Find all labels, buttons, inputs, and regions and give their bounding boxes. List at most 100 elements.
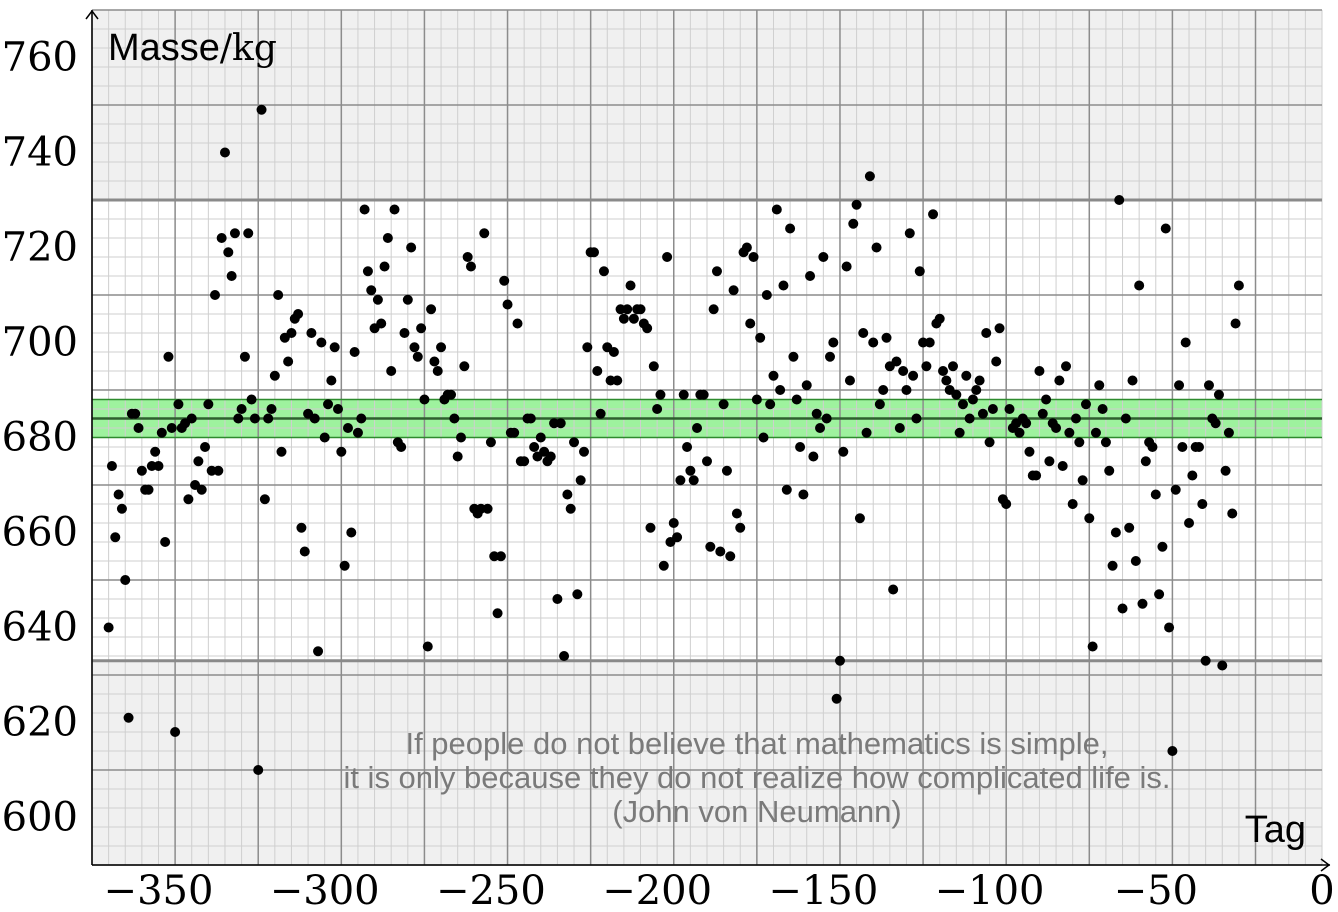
- data-point: [545, 451, 556, 462]
- data-point: [1001, 499, 1012, 509]
- data-point: [103, 622, 114, 633]
- data-point: [1054, 375, 1065, 386]
- data-point: [349, 347, 360, 357]
- data-point: [705, 541, 716, 552]
- data-point: [778, 280, 789, 291]
- data-point: [668, 518, 679, 528]
- data-point: [559, 651, 570, 661]
- data-point: [1097, 404, 1108, 414]
- x-tick-label: −350: [104, 868, 214, 912]
- data-point: [692, 423, 703, 433]
- data-points: [103, 104, 1244, 775]
- data-point: [389, 204, 400, 215]
- data-point: [678, 389, 689, 400]
- data-point: [1137, 598, 1148, 609]
- y-axis-label: Masse: [108, 27, 220, 69]
- data-point: [811, 408, 822, 419]
- y-tick-label: 740: [2, 130, 78, 176]
- data-point: [642, 323, 653, 334]
- data-point: [834, 655, 845, 666]
- data-point: [682, 442, 693, 452]
- data-point: [967, 394, 978, 405]
- data-point: [133, 423, 144, 433]
- data-point: [116, 503, 127, 514]
- data-point: [1180, 337, 1191, 348]
- data-point: [718, 399, 729, 410]
- data-point: [821, 413, 832, 424]
- data-point: [951, 389, 962, 400]
- data-point: [645, 522, 656, 533]
- data-point: [1170, 484, 1181, 495]
- data-point: [851, 199, 862, 210]
- data-point: [801, 380, 812, 391]
- data-point: [479, 228, 490, 239]
- data-point: [166, 423, 177, 433]
- data-point: [954, 427, 965, 438]
- data-point: [565, 503, 576, 514]
- quote-line-1: If people do not believe that mathematic…: [405, 726, 1108, 761]
- data-point: [239, 351, 250, 362]
- data-point: [186, 413, 197, 424]
- data-point: [984, 437, 995, 448]
- data-point: [731, 508, 742, 519]
- data-point: [582, 342, 593, 353]
- data-point: [914, 266, 925, 277]
- data-point: [1071, 413, 1081, 424]
- data-point: [519, 456, 530, 467]
- data-point: [844, 375, 855, 386]
- data-point: [1160, 223, 1171, 234]
- data-point: [957, 399, 968, 410]
- data-point: [193, 456, 204, 467]
- data-point: [741, 242, 752, 253]
- data-point: [888, 584, 899, 595]
- data-point: [236, 404, 247, 414]
- data-point: [1187, 470, 1198, 481]
- data-point: [1094, 380, 1105, 391]
- data-point: [791, 394, 802, 405]
- data-point: [529, 442, 540, 452]
- data-point: [1227, 508, 1238, 519]
- data-point: [502, 299, 513, 310]
- data-point: [229, 228, 240, 239]
- data-point: [143, 484, 154, 495]
- data-point: [1230, 318, 1241, 329]
- data-point: [313, 646, 324, 657]
- data-point: [725, 551, 736, 562]
- data-point: [795, 442, 806, 452]
- data-point: [655, 389, 666, 400]
- data-point: [745, 318, 756, 329]
- data-point: [293, 309, 304, 319]
- data-point: [948, 361, 958, 372]
- data-point: [765, 399, 776, 410]
- data-point: [1120, 413, 1131, 424]
- data-point: [342, 423, 353, 433]
- data-point: [1067, 499, 1078, 509]
- data-point: [485, 437, 496, 448]
- data-point: [462, 252, 473, 262]
- y-tick-label: 720: [2, 225, 78, 271]
- data-point: [170, 727, 181, 737]
- data-point: [715, 546, 726, 557]
- data-point: [1021, 418, 1032, 429]
- x-tick-label: 0: [1309, 868, 1334, 912]
- data-point: [1031, 470, 1042, 481]
- data-point: [1004, 404, 1015, 414]
- data-point: [266, 404, 277, 414]
- data-point: [841, 261, 852, 272]
- data-point: [1134, 280, 1145, 291]
- data-point: [379, 261, 390, 272]
- data-point: [372, 294, 383, 305]
- data-point: [273, 290, 284, 300]
- data-point: [386, 366, 397, 376]
- data-point: [775, 385, 786, 395]
- data-point: [1203, 380, 1214, 391]
- data-point: [509, 427, 520, 438]
- data-point: [721, 465, 732, 476]
- data-point: [226, 271, 237, 281]
- data-point: [1197, 499, 1208, 509]
- data-point: [1114, 195, 1125, 205]
- data-point: [259, 494, 270, 505]
- data-point: [173, 399, 184, 410]
- data-point: [702, 456, 712, 467]
